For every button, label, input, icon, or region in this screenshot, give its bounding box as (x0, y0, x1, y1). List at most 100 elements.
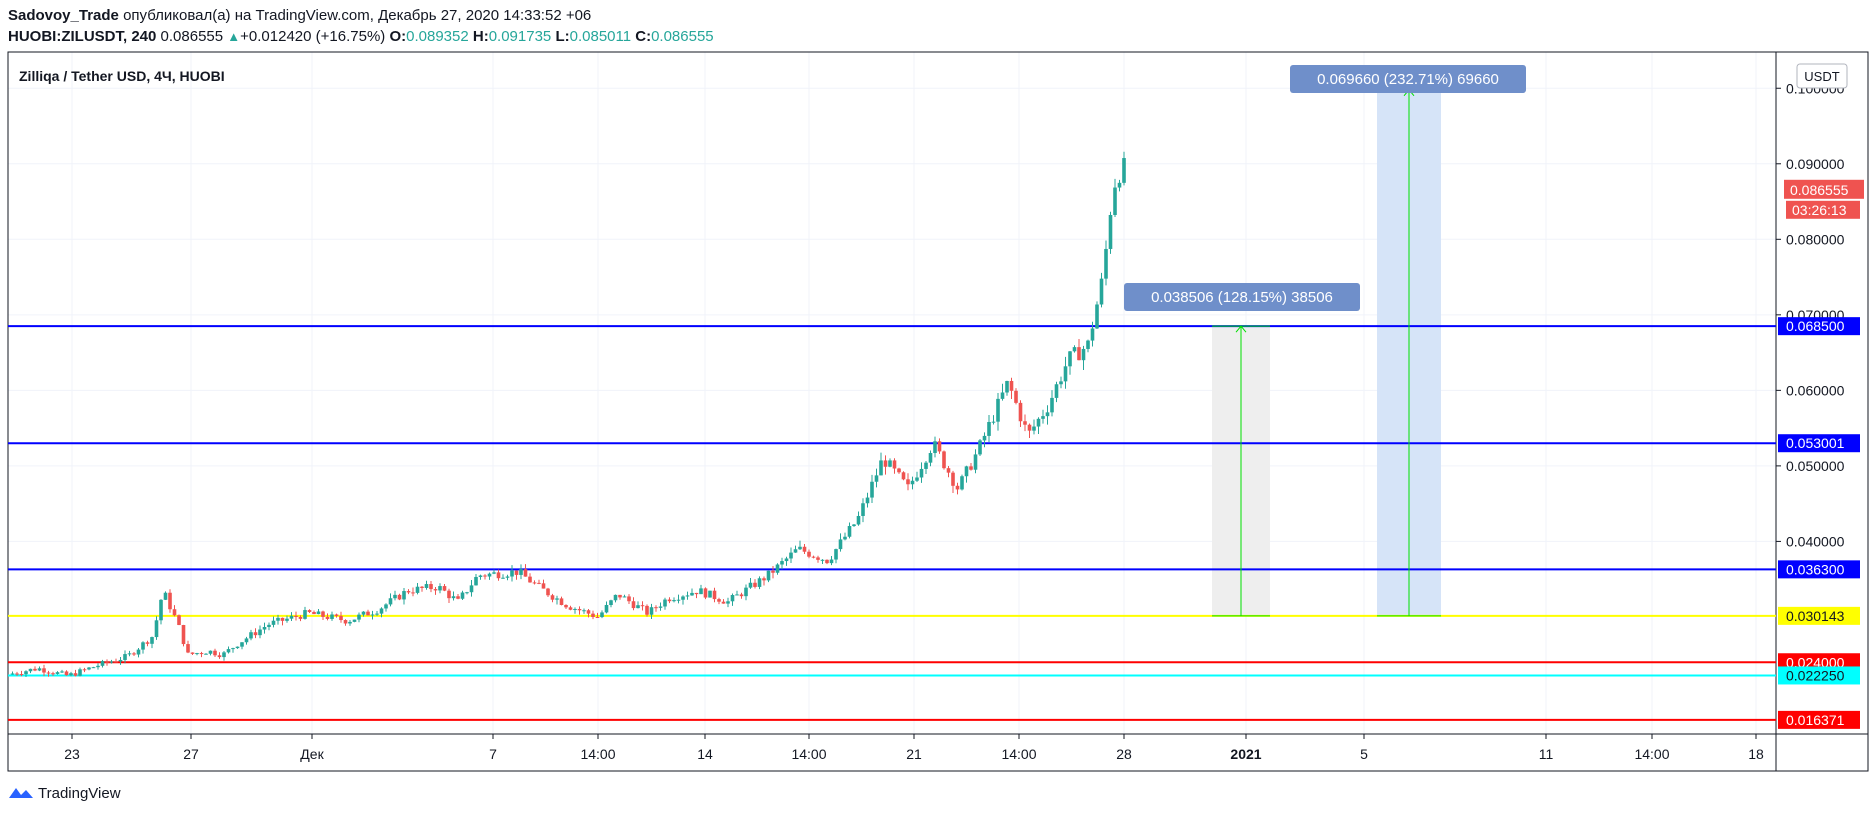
candle-body (114, 661, 118, 663)
candle-body (1036, 418, 1041, 427)
candle-body (123, 654, 127, 660)
candle-body (622, 596, 627, 598)
candle-body (325, 616, 330, 619)
candle-body (559, 598, 564, 605)
candle-body (771, 570, 775, 573)
price-level-tag (1778, 434, 1860, 453)
candle-body (352, 619, 357, 622)
candle-body (555, 598, 559, 600)
last-price-tag (1784, 179, 1864, 199)
chart-overlays: 0.038506 (128.15%) 38506 0.069660 (232.71… (1124, 63, 1864, 729)
candle-body (1117, 182, 1122, 188)
candle-body (1099, 278, 1104, 305)
candle-body (816, 557, 820, 560)
candle-body (118, 659, 123, 662)
last-price-label: 0.086555 (1790, 182, 1849, 198)
chart-title: Zilliqa / Tether USD, 4Ч, HUOBI (19, 68, 225, 84)
candle-body (762, 578, 766, 581)
candle-body (861, 503, 865, 516)
chart-frame (7, 51, 1869, 772)
candle-body (240, 642, 244, 647)
close-value: 0.086555 (651, 28, 714, 45)
candle-body (807, 551, 811, 557)
candle-body (658, 606, 663, 608)
candle-body (1063, 366, 1068, 382)
candle-body (721, 601, 726, 604)
candle-body (10, 673, 15, 675)
candle-body (388, 598, 393, 605)
candle-body (334, 614, 339, 616)
candle-body (946, 468, 951, 473)
candle-body (960, 476, 964, 490)
candle-body (69, 673, 73, 676)
candle-body (208, 650, 213, 654)
candle-body (163, 592, 168, 600)
candle-body (1077, 347, 1081, 361)
high-label: H: (472, 28, 489, 45)
candle-body (96, 665, 100, 668)
candle-body (964, 466, 969, 477)
candle-body (150, 637, 154, 644)
candle-body (636, 605, 640, 609)
candle-body (1041, 416, 1045, 419)
candle-body (874, 475, 879, 482)
candle-body (78, 669, 82, 676)
candle-body (217, 655, 222, 658)
x-tick-label: 28 (1116, 746, 1132, 762)
x-tick-label: Дек (300, 746, 324, 762)
footer-brand[interactable]: TradingView (38, 784, 121, 802)
price-level-label: 0.024000 (1786, 654, 1845, 670)
candle-body (15, 673, 19, 675)
candles (10, 151, 1126, 677)
candle-body (744, 587, 748, 597)
candle-body (645, 605, 649, 615)
candle-body (141, 642, 145, 650)
candle-body (987, 422, 991, 436)
candle-body (712, 590, 717, 600)
candle-body (244, 638, 249, 643)
candle-body (793, 549, 798, 553)
candle-body (775, 564, 780, 573)
candle-body (343, 620, 348, 624)
candle-body (514, 570, 519, 575)
candle-body (618, 594, 622, 598)
candle-body (591, 613, 595, 618)
candle-body (982, 435, 987, 441)
author-name[interactable]: Sadovoy_Trade (8, 7, 119, 24)
candle-body (127, 653, 132, 655)
open-label: O: (389, 28, 407, 45)
candle-body (541, 583, 546, 589)
publication-line: Sadovoy_Trade опубликовал(а) на TradingV… (8, 6, 1868, 26)
candle-body (235, 646, 240, 649)
candle-body (483, 575, 487, 577)
candle-body (834, 549, 838, 560)
candle-body (843, 536, 847, 540)
candle-body (532, 582, 537, 584)
candle-body (474, 576, 478, 586)
candle-body (910, 480, 915, 485)
tradingview-logo-icon (9, 788, 33, 798)
candle-body (1081, 348, 1086, 361)
ohlc-line: HUOBI:ZILUSDT, 240 0.086555 ▲+0.012420 (… (8, 27, 1868, 47)
candle-body (397, 594, 402, 600)
candle-body (303, 610, 307, 619)
candle-body (838, 539, 843, 550)
candle-body (519, 569, 523, 575)
price-level-tag (1778, 710, 1860, 729)
candle-body (730, 595, 735, 602)
countdown-label: 03:26:13 (1792, 202, 1847, 218)
time-axis: 23 27 Дек 7 14:00 14 14:00 21 14:00 28 2021 5 11 14:0… (64, 734, 1764, 762)
candle-body (735, 594, 739, 596)
chart-grid (8, 52, 1776, 734)
candle-body (289, 615, 294, 619)
candle-body (37, 668, 42, 671)
candle-body (906, 479, 910, 485)
x-tick-label: 14:00 (1001, 746, 1036, 762)
x-tick-label: 27 (183, 746, 199, 762)
candle-body (577, 608, 582, 611)
candle-body (604, 604, 609, 613)
candle-body (991, 421, 996, 423)
candle-body (321, 611, 325, 617)
currency-button[interactable] (1796, 63, 1848, 89)
